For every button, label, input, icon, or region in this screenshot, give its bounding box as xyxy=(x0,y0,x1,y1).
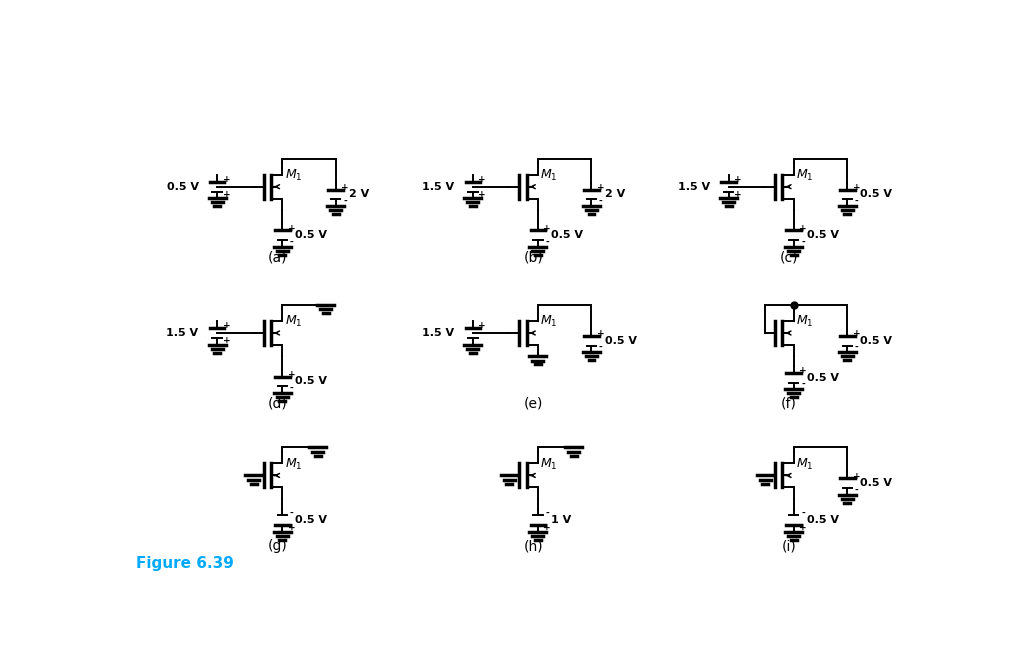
Text: -: - xyxy=(855,197,858,206)
Text: $M_1$: $M_1$ xyxy=(541,168,558,183)
Text: Figure 6.39: Figure 6.39 xyxy=(136,557,233,572)
Text: 1.5 V: 1.5 V xyxy=(422,328,455,338)
Text: +: + xyxy=(222,321,230,330)
Text: +: + xyxy=(799,523,807,531)
Text: 0.5 V: 0.5 V xyxy=(807,372,839,383)
Text: +: + xyxy=(799,224,807,233)
Text: (i): (i) xyxy=(781,539,797,553)
Text: (g): (g) xyxy=(267,539,288,553)
Text: -: - xyxy=(546,238,549,247)
Text: -: - xyxy=(855,486,858,495)
Text: +: + xyxy=(734,189,741,199)
Text: $M_1$: $M_1$ xyxy=(285,168,302,183)
Text: $M_1$: $M_1$ xyxy=(285,314,302,329)
Text: 0.5 V: 0.5 V xyxy=(551,230,583,240)
Text: +: + xyxy=(799,367,807,375)
Text: -: - xyxy=(546,508,549,518)
Text: +: + xyxy=(478,175,486,184)
Text: +: + xyxy=(478,189,486,199)
Text: 0.5 V: 0.5 V xyxy=(295,376,328,387)
Text: $M_1$: $M_1$ xyxy=(541,314,558,329)
Text: (h): (h) xyxy=(523,539,543,553)
Text: +: + xyxy=(853,329,860,339)
Text: +: + xyxy=(597,183,604,192)
Text: 0.5 V: 0.5 V xyxy=(860,336,892,346)
Text: (b): (b) xyxy=(523,251,543,264)
Text: +: + xyxy=(478,321,486,330)
Text: +: + xyxy=(544,224,551,233)
Text: +: + xyxy=(597,329,604,339)
Text: 1 V: 1 V xyxy=(551,515,571,525)
Text: +: + xyxy=(544,523,551,531)
Text: 1.5 V: 1.5 V xyxy=(678,182,710,191)
Text: 0.5 V: 0.5 V xyxy=(295,230,328,240)
Text: -: - xyxy=(599,197,603,206)
Text: $M_1$: $M_1$ xyxy=(796,168,814,183)
Text: 2 V: 2 V xyxy=(604,189,625,199)
Text: -: - xyxy=(801,238,805,247)
Text: 0.5 V: 0.5 V xyxy=(295,515,328,525)
Text: +: + xyxy=(734,175,741,184)
Text: (e): (e) xyxy=(523,397,543,411)
Text: +: + xyxy=(853,472,860,480)
Text: +: + xyxy=(341,183,349,192)
Text: -: - xyxy=(855,343,858,352)
Text: +: + xyxy=(288,523,295,531)
Text: +: + xyxy=(853,183,860,192)
Text: (a): (a) xyxy=(268,251,288,264)
Text: +: + xyxy=(288,224,295,233)
Text: -: - xyxy=(290,238,293,247)
Text: -: - xyxy=(343,197,347,206)
Text: -: - xyxy=(290,384,293,393)
Text: -: - xyxy=(599,343,603,352)
Text: -: - xyxy=(290,508,293,518)
Text: $M_1$: $M_1$ xyxy=(541,456,558,471)
Text: +: + xyxy=(222,175,230,184)
Text: 1.5 V: 1.5 V xyxy=(422,182,455,191)
Text: (c): (c) xyxy=(780,251,799,264)
Text: (f): (f) xyxy=(781,397,797,411)
Text: $M_1$: $M_1$ xyxy=(285,456,302,471)
Text: 0.5 V: 0.5 V xyxy=(807,515,839,525)
Text: $M_1$: $M_1$ xyxy=(796,314,814,329)
Text: -: - xyxy=(801,508,805,518)
Text: (d): (d) xyxy=(267,397,288,411)
Text: 0.5 V: 0.5 V xyxy=(860,189,892,199)
Text: +: + xyxy=(222,336,230,345)
Text: -: - xyxy=(801,380,805,389)
Text: 1.5 V: 1.5 V xyxy=(166,328,199,338)
Text: 2 V: 2 V xyxy=(349,189,369,199)
Text: +: + xyxy=(288,370,295,379)
Text: +: + xyxy=(222,189,230,199)
Text: $M_1$: $M_1$ xyxy=(796,456,814,471)
Text: 0.5 V: 0.5 V xyxy=(807,230,839,240)
Text: 0.5 V: 0.5 V xyxy=(860,478,892,488)
Text: 0.5 V: 0.5 V xyxy=(167,182,199,191)
Text: 0.5 V: 0.5 V xyxy=(604,336,637,346)
